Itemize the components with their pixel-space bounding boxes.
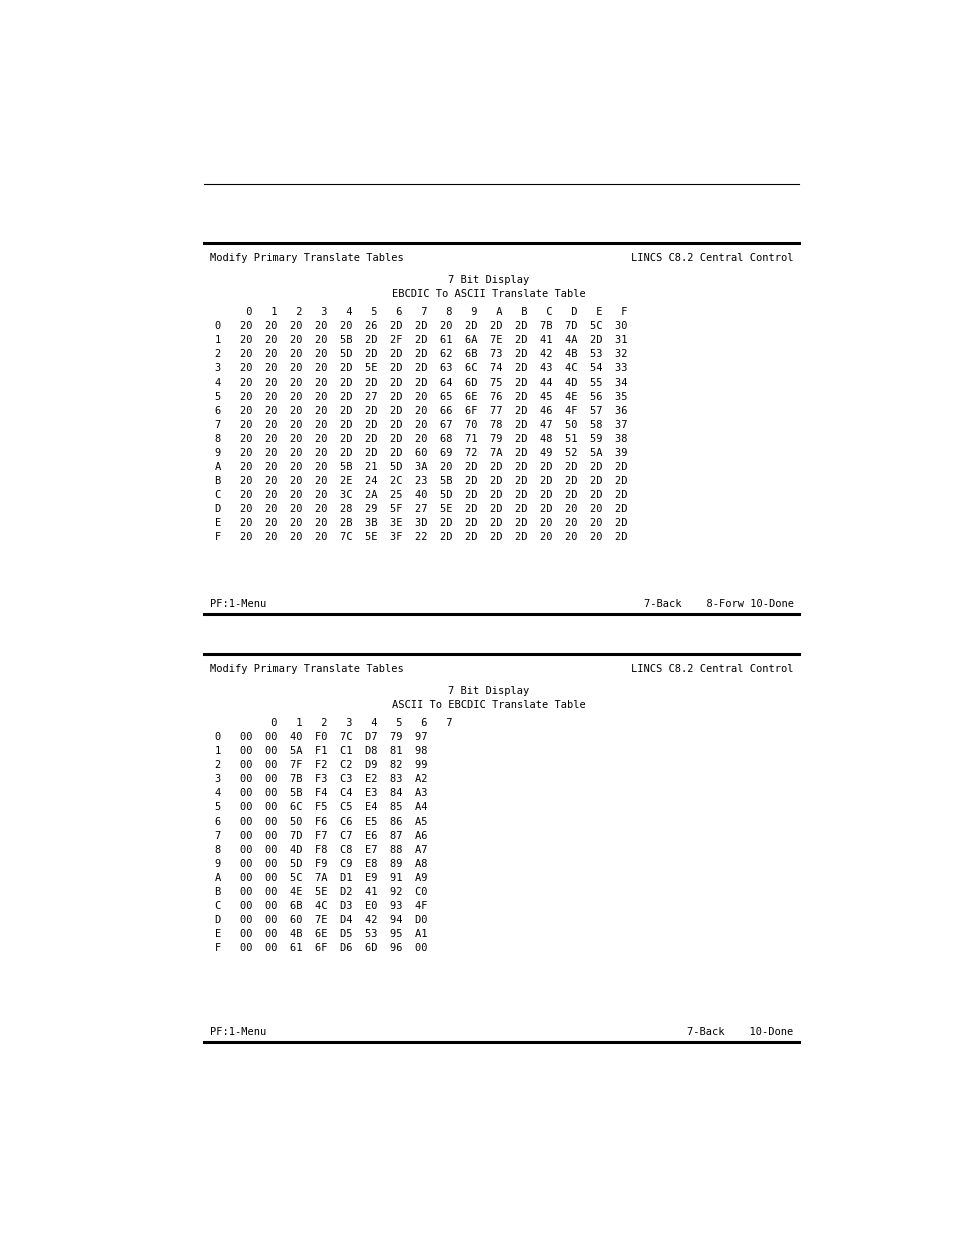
Text: 8   20  20  20  20  2D  2D  2D  20  68  71  79  2D  48  51  59  38: 8 20 20 20 20 2D 2D 2D 20 68 71 79 2D 48… (215, 433, 627, 443)
Text: PF:1-Menu: PF:1-Menu (210, 599, 266, 609)
Text: E   20  20  20  20  2B  3B  3E  3D  2D  2D  2D  2D  20  20  20  2D: E 20 20 20 20 2B 3B 3E 3D 2D 2D 2D 2D 20… (215, 519, 627, 529)
Text: 1   00  00  5A  F1  C1  D8  81  98: 1 00 00 5A F1 C1 D8 81 98 (215, 746, 427, 756)
Text: C   20  20  20  20  3C  2A  25  40  5D  2D  2D  2D  2D  2D  2D  2D: C 20 20 20 20 3C 2A 25 40 5D 2D 2D 2D 2D… (215, 490, 627, 500)
Text: 7 Bit Display: 7 Bit Display (448, 685, 529, 695)
Text: 7 Bit Display: 7 Bit Display (448, 274, 529, 285)
Text: B   00  00  4E  5E  D2  41  92  C0: B 00 00 4E 5E D2 41 92 C0 (215, 887, 427, 897)
Text: 7   20  20  20  20  2D  2D  2D  20  67  70  78  2D  47  50  58  37: 7 20 20 20 20 2D 2D 2D 20 67 70 78 2D 47… (215, 420, 627, 430)
Text: A   00  00  5C  7A  D1  E9  91  A9: A 00 00 5C 7A D1 E9 91 A9 (215, 873, 427, 883)
Text: 9   00  00  5D  F9  C9  E8  89  A8: 9 00 00 5D F9 C9 E8 89 A8 (215, 858, 427, 868)
Text: 7   00  00  7D  F7  C7  E6  87  A6: 7 00 00 7D F7 C7 E6 87 A6 (215, 831, 427, 841)
Text: 5   00  00  6C  F5  C5  E4  85  A4: 5 00 00 6C F5 C5 E4 85 A4 (215, 803, 427, 813)
Text: PF:1-Menu: PF:1-Menu (210, 1026, 266, 1036)
Text: 2   00  00  7F  F2  C2  D9  82  99: 2 00 00 7F F2 C2 D9 82 99 (215, 761, 427, 771)
Text: A   20  20  20  20  5B  21  5D  3A  20  2D  2D  2D  2D  2D  2D  2D: A 20 20 20 20 5B 21 5D 3A 20 2D 2D 2D 2D… (215, 462, 627, 472)
Text: 7-Back    10-Done: 7-Back 10-Done (686, 1026, 793, 1036)
Text: 7-Back    8-Forw 10-Done: 7-Back 8-Forw 10-Done (643, 599, 793, 609)
Text: E   00  00  4B  6E  D5  53  95  A1: E 00 00 4B 6E D5 53 95 A1 (215, 929, 427, 939)
Text: 3   20  20  20  20  2D  5E  2D  2D  63  6C  74  2D  43  4C  54  33: 3 20 20 20 20 2D 5E 2D 2D 63 6C 74 2D 43… (215, 363, 627, 373)
Text: LINCS C8.2 Central Control: LINCS C8.2 Central Control (630, 253, 793, 263)
Text: Modify Primary Translate Tables: Modify Primary Translate Tables (210, 253, 403, 263)
Text: LINCS C8.2 Central Control: LINCS C8.2 Central Control (630, 664, 793, 674)
Text: 6   20  20  20  20  2D  2D  2D  20  66  6F  77  2D  46  4F  57  36: 6 20 20 20 20 2D 2D 2D 20 66 6F 77 2D 46… (215, 406, 627, 416)
Text: Modify Primary Translate Tables: Modify Primary Translate Tables (210, 664, 403, 674)
Text: 5   20  20  20  20  2D  27  2D  20  65  6E  76  2D  45  4E  56  35: 5 20 20 20 20 2D 27 2D 20 65 6E 76 2D 45… (215, 391, 627, 401)
Text: 8   00  00  4D  F8  C8  E7  88  A7: 8 00 00 4D F8 C8 E7 88 A7 (215, 845, 427, 855)
Text: 0   20  20  20  20  20  26  2D  2D  20  2D  2D  2D  7B  7D  5C  30: 0 20 20 20 20 20 26 2D 2D 20 2D 2D 2D 7B… (215, 321, 627, 331)
Text: 2   20  20  20  20  5D  2D  2D  2D  62  6B  73  2D  42  4B  53  32: 2 20 20 20 20 5D 2D 2D 2D 62 6B 73 2D 42… (215, 350, 627, 359)
Text: ASCII To EBCDIC Translate Table: ASCII To EBCDIC Translate Table (392, 699, 585, 710)
Text: 0   1   2   3   4   5   6   7: 0 1 2 3 4 5 6 7 (215, 718, 453, 727)
Text: 1   20  20  20  20  5B  2D  2F  2D  61  6A  7E  2D  41  4A  2D  31: 1 20 20 20 20 5B 2D 2F 2D 61 6A 7E 2D 41… (215, 336, 627, 346)
Text: 9   20  20  20  20  2D  2D  2D  60  69  72  7A  2D  49  52  5A  39: 9 20 20 20 20 2D 2D 2D 60 69 72 7A 2D 49… (215, 448, 627, 458)
Text: 4   00  00  5B  F4  C4  E3  84  A3: 4 00 00 5B F4 C4 E3 84 A3 (215, 788, 427, 798)
Text: 3   00  00  7B  F3  C3  E2  83  A2: 3 00 00 7B F3 C3 E2 83 A2 (215, 774, 427, 784)
Text: F   00  00  61  6F  D6  6D  96  00: F 00 00 61 6F D6 6D 96 00 (215, 944, 427, 953)
Text: EBCDIC To ASCII Translate Table: EBCDIC To ASCII Translate Table (392, 289, 585, 299)
Text: 4   20  20  20  20  2D  2D  2D  2D  64  6D  75  2D  44  4D  55  34: 4 20 20 20 20 2D 2D 2D 2D 64 6D 75 2D 44… (215, 378, 627, 388)
Text: 0   00  00  40  F0  7C  D7  79  97: 0 00 00 40 F0 7C D7 79 97 (215, 732, 427, 742)
Text: 0   1   2   3   4   5   6   7   8   9   A   B   C   D   E   F: 0 1 2 3 4 5 6 7 8 9 A B C D E F (215, 308, 627, 317)
Text: 6   00  00  50  F6  C6  E5  86  A5: 6 00 00 50 F6 C6 E5 86 A5 (215, 816, 427, 826)
Text: B   20  20  20  20  2E  24  2C  23  5B  2D  2D  2D  2D  2D  2D  2D: B 20 20 20 20 2E 24 2C 23 5B 2D 2D 2D 2D… (215, 477, 627, 487)
Text: D   00  00  60  7E  D4  42  94  D0: D 00 00 60 7E D4 42 94 D0 (215, 915, 427, 925)
Text: F   20  20  20  20  7C  5E  3F  22  2D  2D  2D  2D  20  20  20  2D: F 20 20 20 20 7C 5E 3F 22 2D 2D 2D 2D 20… (215, 532, 627, 542)
Text: D   20  20  20  20  28  29  5F  27  5E  2D  2D  2D  2D  20  20  2D: D 20 20 20 20 28 29 5F 27 5E 2D 2D 2D 2D… (215, 504, 627, 514)
Text: C   00  00  6B  4C  D3  E0  93  4F: C 00 00 6B 4C D3 E0 93 4F (215, 902, 427, 911)
